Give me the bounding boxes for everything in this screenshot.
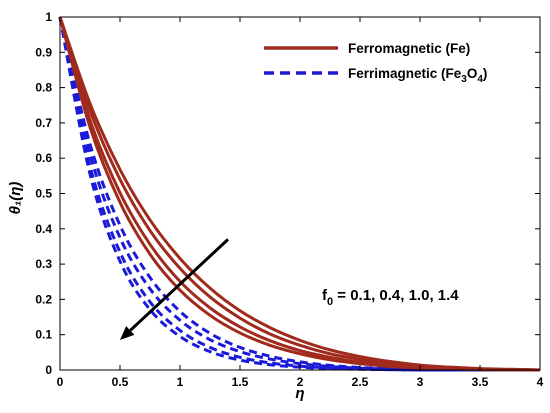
- x-axis-label: η: [295, 385, 304, 402]
- axes-layer: [59, 16, 541, 371]
- x-tick-label: 2.5: [352, 375, 369, 389]
- y-tick-label: 0: [45, 363, 52, 377]
- y-tick-label: 0.9: [35, 45, 52, 59]
- y-tick-label: 1: [45, 10, 52, 24]
- x-tick-label: 1.5: [232, 375, 249, 389]
- y-tick-label: 0.3: [35, 257, 52, 271]
- x-tick-label: 1: [177, 375, 184, 389]
- y-tick-label: 0.6: [35, 151, 52, 165]
- legend-label-1: Ferrimagnetic (Fe3O4): [348, 66, 487, 85]
- parameter-annotation: f0 = 0.1, 0.4, 1.0, 1.4: [322, 287, 459, 308]
- x-tick-label: 4: [537, 375, 544, 389]
- y-tick-label: 0.4: [35, 222, 52, 236]
- y-tick-label: 0.7: [35, 116, 52, 130]
- y-tick-label: 0.1: [35, 328, 52, 342]
- annotation-arrow-head: [120, 326, 135, 340]
- y-tick-label: 0.5: [35, 187, 52, 201]
- series-line-fe-3: [58, 16, 541, 372]
- legend: Ferromagnetic (Fe) Ferrimagnetic (Fe3O4): [264, 41, 487, 85]
- legend-label-0: Ferromagnetic (Fe): [348, 41, 470, 56]
- x-tick-label: 0.5: [112, 375, 129, 389]
- series-line-fe3o4-4: [58, 16, 540, 372]
- x-tick-label: 2: [297, 375, 304, 389]
- annotation-arrow-layer: [120, 238, 230, 340]
- y-axis-label: θ₁(η): [7, 182, 24, 215]
- x-tick-label: 3.5: [472, 375, 489, 389]
- text-layer: 0 0.5 1 1.5 2 2.5 3 3.5 4 0 0.1 0.2 0.3 0.4 0.5 0.6 0.7 0…: [7, 10, 544, 402]
- annotation-arrow-shaft: [129, 238, 230, 332]
- x-tick-label: 3: [417, 375, 424, 389]
- x-tick-label: 0: [57, 375, 64, 389]
- y-tick-label: 0.8: [35, 81, 52, 95]
- y-tick-label: 0.2: [35, 292, 52, 306]
